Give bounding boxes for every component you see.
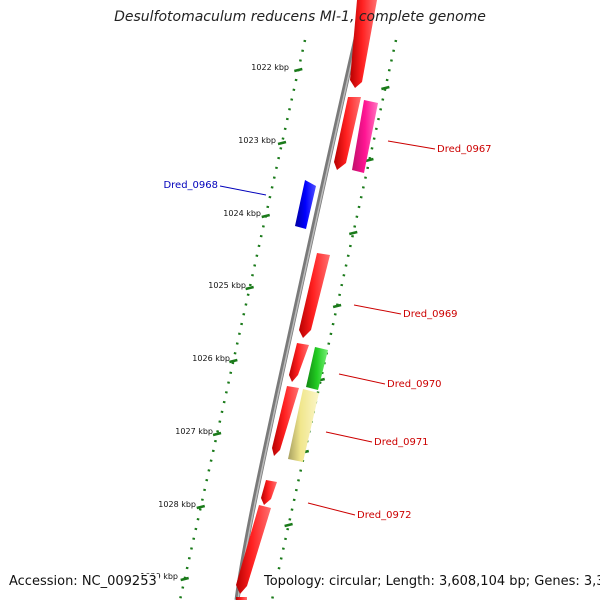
gene-label-dred-0970[interactable]: Dred_0970 [387,379,442,390]
cds-feature[interactable] [261,480,277,505]
gene-label-dred-0967[interactable]: Dred_0967 [437,144,492,155]
feature-dred-0968[interactable] [295,180,316,229]
scale-tick [381,85,390,91]
cds-feature[interactable] [350,0,377,88]
cds-feature[interactable] [334,97,361,170]
cds-feature[interactable] [272,386,299,456]
gene-label-dred-0969[interactable]: Dred_0969 [403,309,458,320]
map-title: Desulfotomaculum reducens MI-1, complete… [114,9,486,25]
scale-tick [229,358,238,364]
leader-line-dred-0967 [387,140,436,150]
inner-scale-ticks [284,85,390,528]
leader-line-dred-0968 [219,185,267,196]
scale-label-1024: 1024 kbp [223,209,261,218]
scale-tick [294,67,303,73]
leader-line-dred-0972 [307,502,356,516]
scale-tick [277,140,287,146]
scale-tick [196,504,206,510]
scale-tick [245,285,254,291]
scale-label-1025: 1025 kbp [208,281,246,290]
scale-label-1023: 1023 kbp [238,136,276,145]
scale-label-1028: 1028 kbp [158,500,196,509]
genome-backbone [234,0,368,600]
cds-feature[interactable] [236,505,271,594]
outer-scale-track [178,39,307,600]
cds-feature[interactable] [289,343,309,382]
gene-label-dred-0971[interactable]: Dred_0971 [374,437,429,448]
feature-dred-0971[interactable] [288,389,319,462]
scale-tick [284,522,293,528]
scale-tick [348,230,358,236]
leader-line-dred-0971 [325,431,373,443]
genome-summary-text: Topology: circular; Length: 3,608,104 bp… [262,574,600,589]
gene-label-dred-0968[interactable]: Dred_0968 [163,180,218,191]
scale-tick [180,576,189,582]
cds-feature[interactable] [299,253,330,338]
cds-feature[interactable] [236,597,247,600]
leader-line-dred-0969 [353,304,402,315]
scale-label-1022: 1022 kbp [251,63,289,72]
scale-tick [261,213,271,219]
genome-backbone-highlight [237,0,367,600]
accession-text: Accession: NC_009253 [9,574,159,589]
scale-tick [212,431,222,437]
outer-scale-ticks [180,67,303,582]
scale-label-1029: 1029 kbp [140,572,178,581]
scale-label-1027: 1027 kbp [175,427,213,436]
leader-line-dred-0970 [338,373,386,385]
feature-dred-0970[interactable] [306,347,328,390]
scale-label-1026: 1026 kbp [192,354,230,363]
gene-label-dred-0972[interactable]: Dred_0972 [357,510,412,521]
feature-dred-0967[interactable] [352,100,378,173]
scale-tick [365,157,374,163]
scale-tick [332,303,342,309]
